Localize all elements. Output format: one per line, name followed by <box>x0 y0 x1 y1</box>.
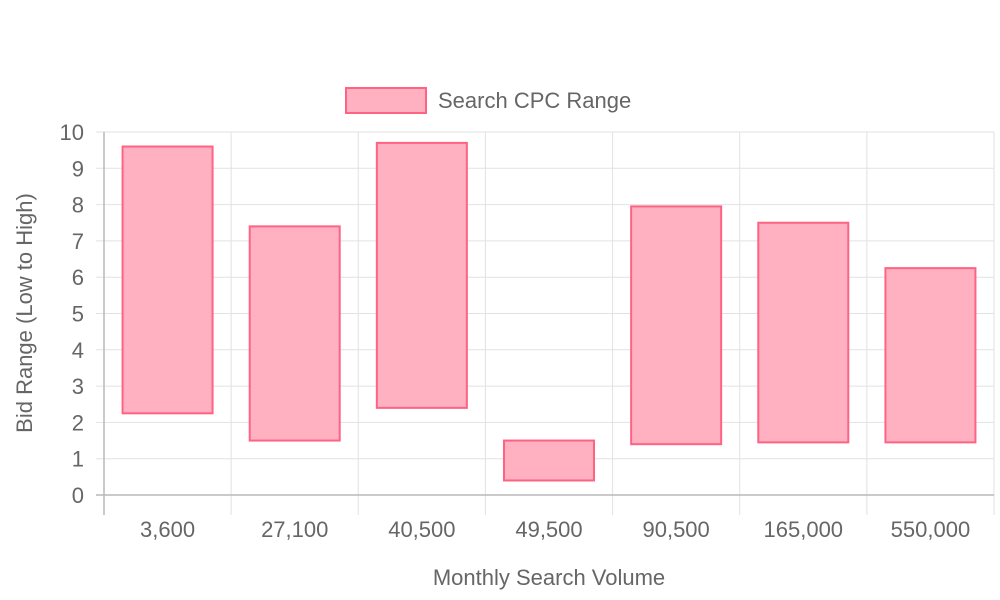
x-tick-label-165,000: 165,000 <box>764 517 844 542</box>
legend[interactable]: Search CPC Range <box>345 87 631 114</box>
y-tick-label-10: 10 <box>60 120 84 145</box>
grid <box>96 131 995 515</box>
x-tick-label-40,500: 40,500 <box>388 517 455 542</box>
legend-swatch <box>345 87 427 114</box>
bars <box>121 141 977 482</box>
y-tick-label-3: 3 <box>72 374 84 399</box>
x-tick-label-3,600: 3,600 <box>140 517 195 542</box>
y-tick-label-5: 5 <box>72 302 84 327</box>
bar-165,000 <box>757 221 850 444</box>
bar-90,500 <box>630 205 723 446</box>
bar-49,500 <box>503 439 595 482</box>
y-tick-label-0: 0 <box>72 483 84 508</box>
bar-27,100 <box>248 225 341 442</box>
y-tick-label-1: 1 <box>72 447 84 472</box>
x-tick-label-550,000: 550,000 <box>891 517 971 542</box>
y-tick-label-8: 8 <box>72 193 84 218</box>
bar-3,600 <box>121 145 214 415</box>
y-tick-label-7: 7 <box>72 229 84 254</box>
x-tick-label-27,100: 27,100 <box>261 517 328 542</box>
y-tick-label-9: 9 <box>72 156 84 181</box>
x-tick-label-49,500: 49,500 <box>515 517 582 542</box>
y-tick-label-2: 2 <box>72 410 84 435</box>
y-axis-title: Bid Range (Low to High) <box>12 193 37 433</box>
y-tick-label-6: 6 <box>72 265 84 290</box>
x-tick-label-90,500: 90,500 <box>642 517 709 542</box>
x-axis-title: Monthly Search Volume <box>433 565 665 590</box>
tick-labels: 0 1 2 3 4 5 6 7 8 9 10 3,600 27,100 40,500 49,500 90,50… <box>60 120 971 542</box>
axes <box>96 132 994 515</box>
y-tick-label-4: 4 <box>72 338 84 363</box>
legend-label-search-cpc-range: Search CPC Range <box>438 88 631 113</box>
bar-40,500 <box>375 141 468 409</box>
bar-550,000 <box>884 267 977 444</box>
